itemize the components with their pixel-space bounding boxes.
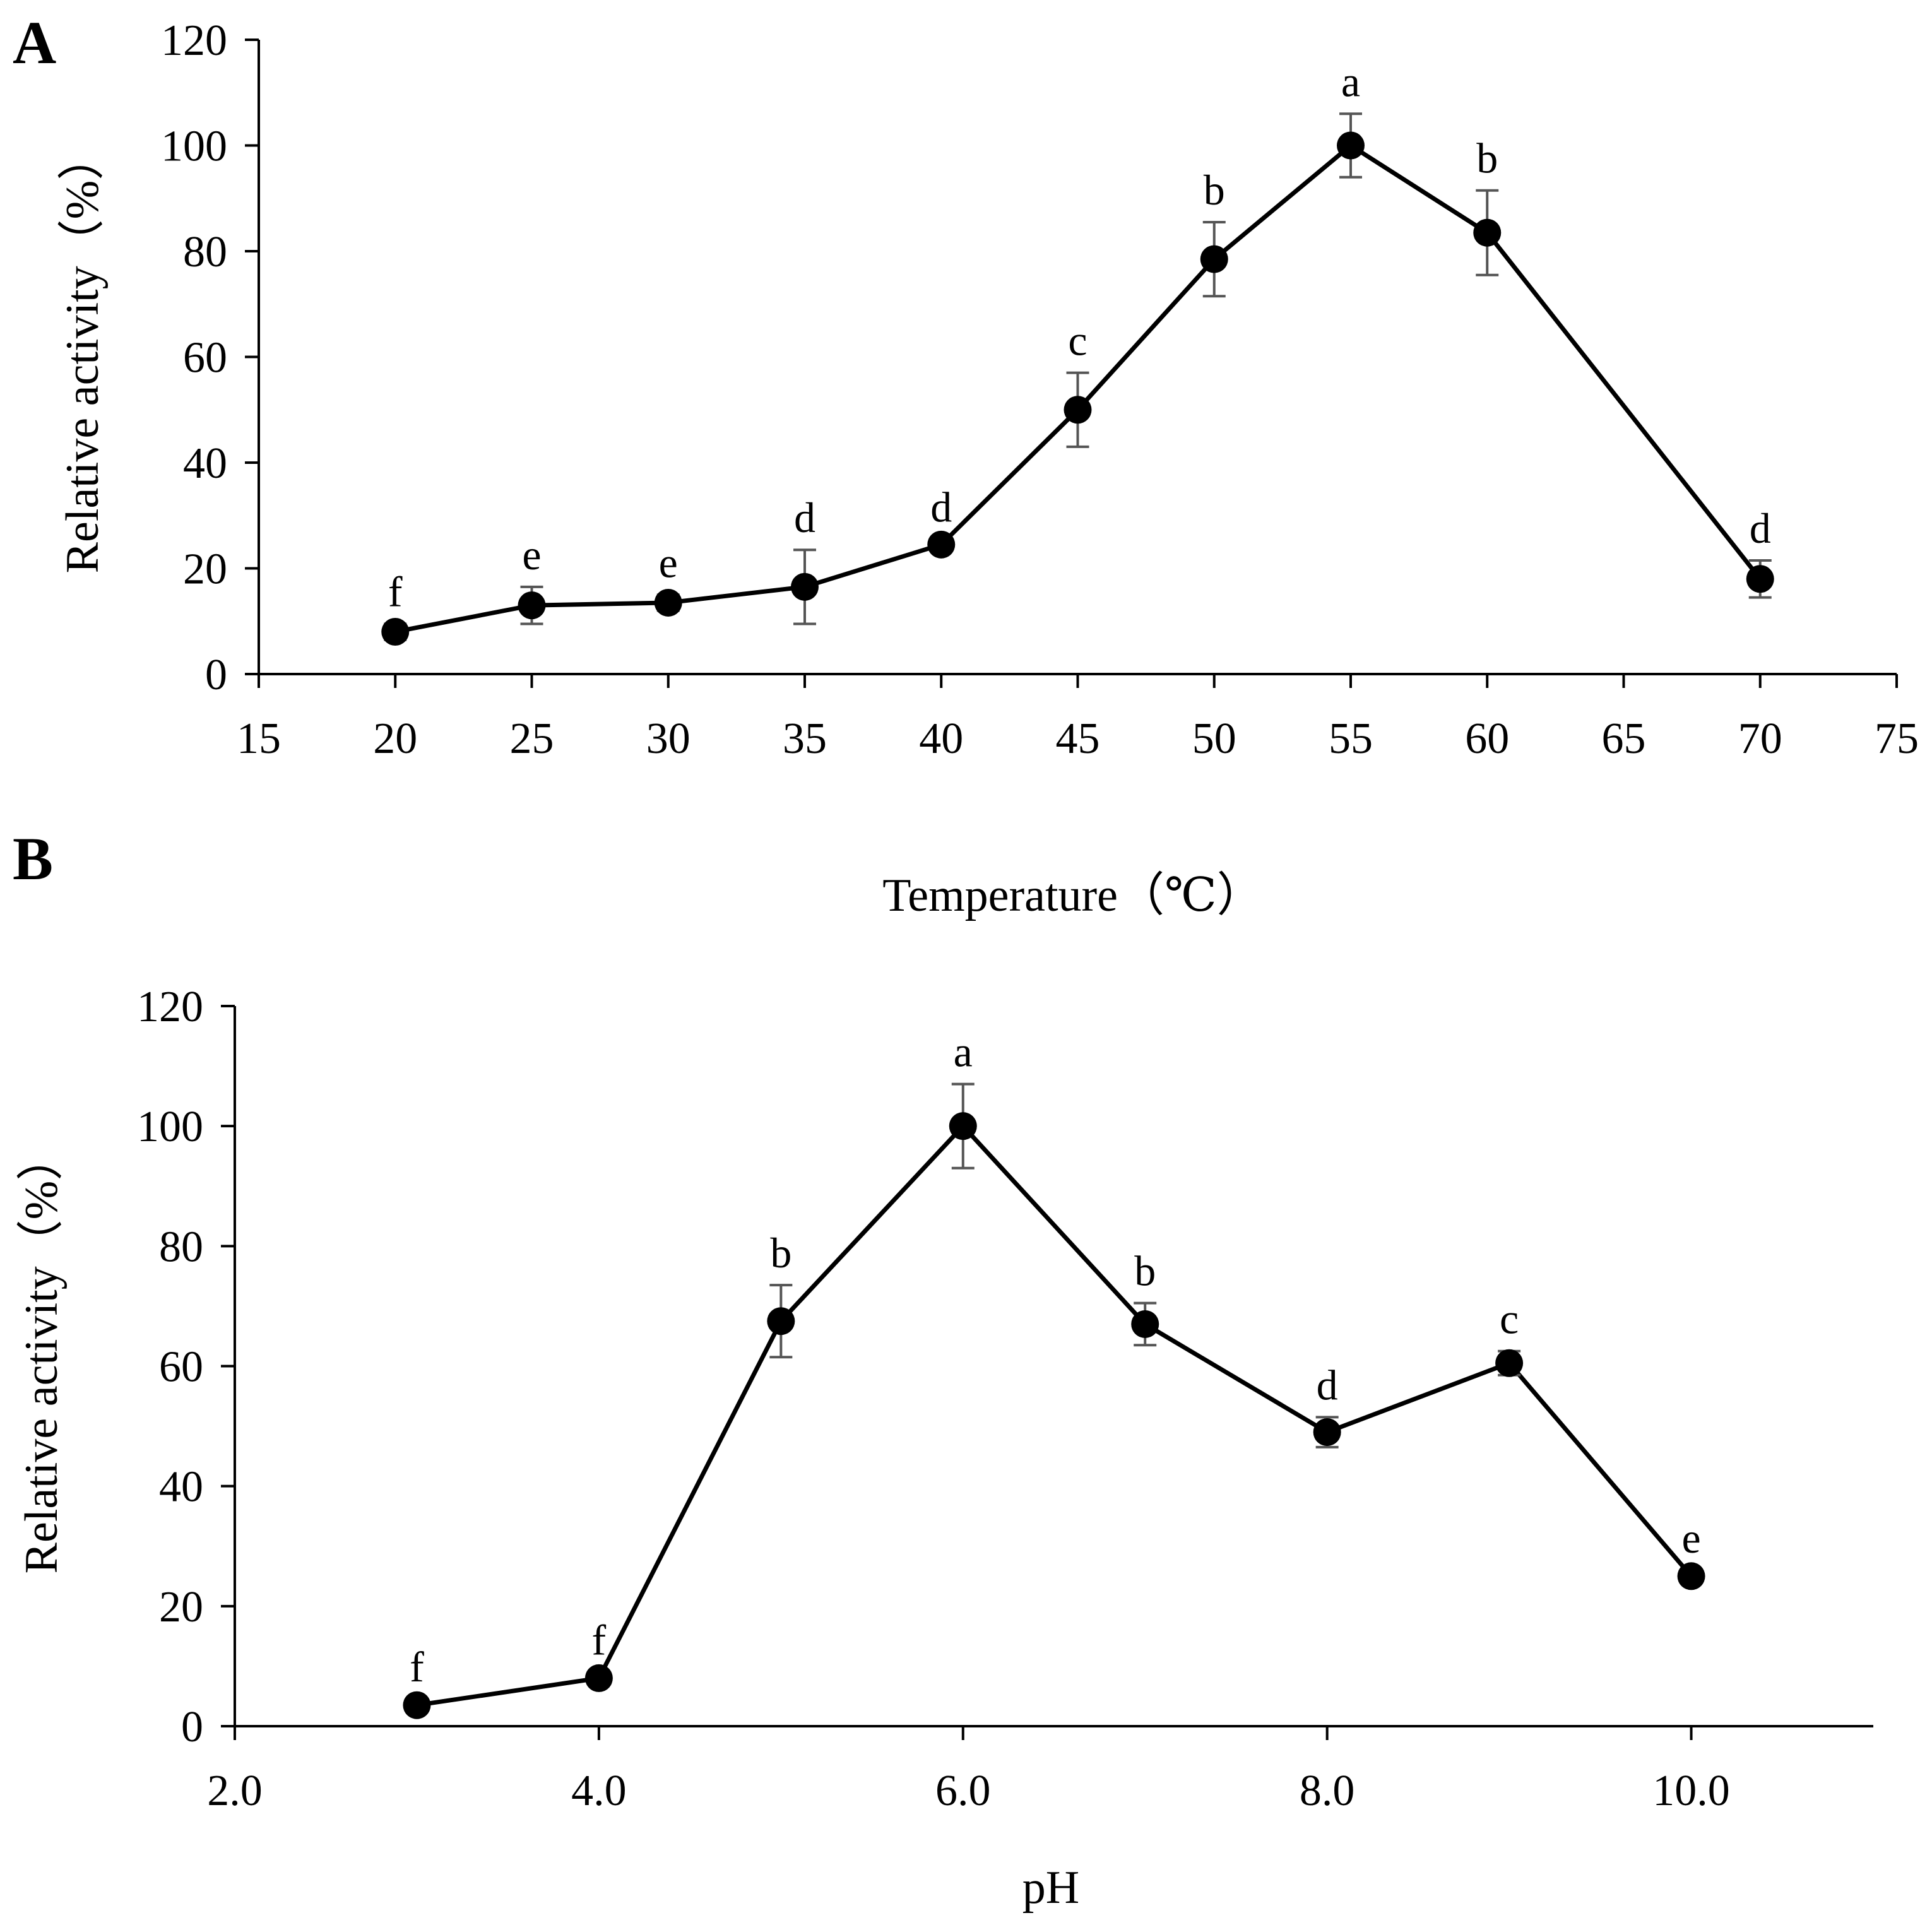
panel-b-data-point <box>1677 1562 1705 1590</box>
panel-b-x-tick-label: 4.0 <box>571 1767 627 1815</box>
panel-b-data-point <box>949 1112 977 1140</box>
panel-b-y-tick-label: 120 <box>137 983 203 1031</box>
panel-b-significance-label: d <box>1317 1361 1338 1409</box>
panel-b-data-point <box>767 1307 795 1336</box>
panel-b-data-point <box>1495 1349 1524 1377</box>
panel-a-chart: A Relative activity（%） Temperature（℃） 0 2… <box>13 9 1919 921</box>
panel-a-data-point <box>1337 131 1365 160</box>
panel-a-y-axis-title: Relative activity（%） <box>57 134 109 574</box>
panel-a-data-point <box>927 530 956 559</box>
panel-b-data-point <box>403 1691 431 1719</box>
panel-a-x-tick-label: 60 <box>1465 714 1509 763</box>
panel-a-significance-label: c <box>1068 317 1087 365</box>
panel-a-significance-label: f <box>388 567 403 615</box>
panel-a-x-tick-label: 65 <box>1602 714 1646 763</box>
panel-b-marks: f f b a b d c e <box>403 1028 1705 1719</box>
panel-b-y-axis-title: Relative activity（%） <box>16 1134 68 1574</box>
panel-a-marks: f e e d d c b a b d <box>381 57 1774 646</box>
panel-b-x-tick-label: 8.0 <box>1300 1767 1355 1815</box>
panel-a-data-point <box>654 588 682 617</box>
panel-b-significance-label: e <box>1681 1514 1700 1562</box>
panel-b-significance-label: b <box>770 1229 791 1277</box>
panel-a-y-tick-label: 20 <box>183 545 227 594</box>
panel-a-data-point <box>518 591 546 620</box>
panel-a-significance-label: d <box>930 483 952 531</box>
panel-b-significance-label: b <box>1134 1247 1156 1295</box>
panel-b-data-point <box>584 1664 613 1692</box>
panel-a-data-point <box>381 618 410 646</box>
panel-b-data-point <box>1313 1418 1341 1447</box>
panel-b-y-tick-label: 80 <box>159 1223 203 1271</box>
panel-b-y-tick-label: 40 <box>159 1463 203 1512</box>
panel-b-x-tick-label: 2.0 <box>207 1767 263 1815</box>
panel-b-x-tick-label: 6.0 <box>935 1767 991 1815</box>
panel-b-y-tick-label: 60 <box>159 1343 203 1392</box>
panel-a-significance-label: a <box>1341 57 1360 105</box>
panel-b-chart: B Relative activity（%） pH 0 20 40 60 80 100 12… <box>13 825 1873 1914</box>
panel-b-data-point <box>1131 1310 1159 1338</box>
panel-a-significance-label: d <box>1750 504 1771 552</box>
panel-a-label: A <box>13 9 56 76</box>
panel-a-y-tick-label: 60 <box>183 334 227 382</box>
panel-a-data-point <box>1064 396 1092 424</box>
panel-b-y-tick-label: 100 <box>137 1103 203 1151</box>
panel-a-y-tick-label: 100 <box>161 122 227 171</box>
panel-a-x-tick-label: 35 <box>783 714 827 763</box>
panel-b-x-tick-label: 10.0 <box>1652 1767 1730 1815</box>
panel-a-x-axis-title: Temperature（℃） <box>882 870 1264 921</box>
panel-b-significance-label: f <box>410 1643 424 1691</box>
panel-b-significance-label: a <box>954 1028 973 1076</box>
panel-a-y-tick-label: 0 <box>205 651 227 699</box>
panel-a-significance-label: d <box>794 494 815 542</box>
panel-a-series-line <box>394 143 1762 634</box>
panel-b-axes: 0 20 40 60 80 100 120 2.0 4.0 6.0 8.0 10.0 <box>137 983 1873 1815</box>
panel-b-y-tick-label: 0 <box>181 1703 203 1751</box>
panel-a-x-tick-label: 50 <box>1192 714 1236 763</box>
panel-a-data-point <box>791 572 819 601</box>
panel-a-significance-label: b <box>1476 134 1498 182</box>
panel-a-data-point <box>1746 565 1774 593</box>
panel-a-x-tick-label: 55 <box>1329 714 1373 763</box>
panel-a-y-tick-label: 40 <box>183 439 227 488</box>
panel-a-significance-label: e <box>659 538 678 586</box>
panel-a-y-tick-label: 120 <box>161 16 227 65</box>
panel-a-x-tick-label: 25 <box>510 714 554 763</box>
panel-a-x-tick-label: 45 <box>1056 714 1100 763</box>
panel-b-y-tick-label: 20 <box>159 1583 203 1632</box>
panel-b-x-axis-title: pH <box>1022 1862 1079 1914</box>
panel-b-series-line <box>416 1123 1693 1708</box>
panel-b-label: B <box>13 825 53 892</box>
panel-a-x-tick-label: 30 <box>646 714 690 763</box>
panel-a-x-tick-label: 15 <box>237 714 281 763</box>
panel-a-x-tick-label: 20 <box>373 714 417 763</box>
panel-a-data-point <box>1473 218 1502 247</box>
panel-a-x-tick-label: 40 <box>919 714 963 763</box>
panel-a-x-tick-label: 75 <box>1875 714 1919 763</box>
panel-a-data-point <box>1200 245 1228 273</box>
panel-a-y-tick-label: 80 <box>183 228 227 276</box>
panel-b-significance-label: c <box>1500 1295 1519 1343</box>
panel-a-significance-label: e <box>522 531 541 579</box>
panel-b-significance-label: f <box>592 1616 607 1664</box>
panel-a-x-tick-label: 70 <box>1738 714 1782 763</box>
panel-a-significance-label: b <box>1204 166 1225 214</box>
panel-a-axes: 0 20 40 60 80 100 120 15 20 25 30 35 40 45 50 55 60 65 70 7… <box>161 16 1919 763</box>
